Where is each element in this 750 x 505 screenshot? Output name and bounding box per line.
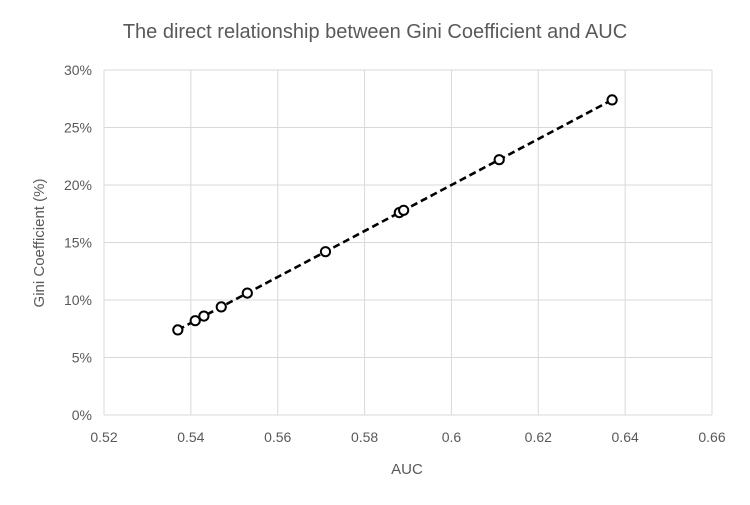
data-point (198, 310, 210, 322)
data-point (606, 94, 618, 106)
y-axis-label: Gini Coefficient (%) (31, 179, 48, 308)
series-group (172, 94, 618, 336)
y-tick-label: 10% (64, 292, 92, 308)
data-point (493, 154, 505, 166)
y-tick-label: 20% (64, 177, 92, 193)
data-point (215, 301, 227, 313)
y-axis-ticks: 0% 5% 10% 15% 20% 25% 30% (64, 62, 92, 423)
data-point (172, 324, 184, 336)
data-point (398, 204, 410, 216)
data-point (189, 315, 201, 327)
data-point (319, 246, 332, 258)
y-tick-label: 5% (72, 350, 92, 366)
y-tick-label: 25% (64, 120, 92, 136)
x-tick-label: 0.62 (525, 429, 552, 445)
x-axis-label: AUC (391, 461, 423, 478)
x-tick-label: 0.6 (442, 429, 462, 445)
x-tick-label: 0.52 (90, 429, 117, 445)
x-axis-ticks: 0.52 0.54 0.56 0.58 0.6 0.62 0.64 0.66 (90, 429, 725, 445)
y-tick-label: 0% (72, 407, 92, 423)
chart-title: The direct relationship between Gini Coe… (123, 21, 627, 43)
x-tick-label: 0.64 (612, 429, 639, 445)
x-tick-label: 0.58 (351, 429, 378, 445)
x-tick-label: 0.66 (698, 429, 725, 445)
data-point (241, 287, 253, 299)
x-tick-label: 0.54 (177, 429, 204, 445)
x-tick-label: 0.56 (264, 429, 291, 445)
y-tick-label: 15% (64, 235, 92, 251)
gridlines (103, 69, 713, 416)
y-tick-label: 30% (64, 62, 92, 78)
